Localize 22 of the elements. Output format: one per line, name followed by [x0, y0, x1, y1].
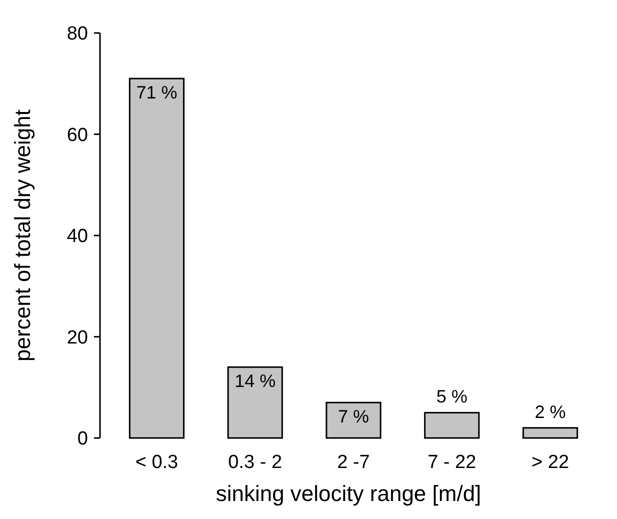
x-tick-label: 0.3 - 2: [228, 452, 282, 473]
x-tick-label: 2 -7: [337, 452, 370, 473]
y-tick-label: 80: [66, 24, 88, 45]
x-tick-label: > 22: [532, 452, 570, 473]
y-axis-title: percent of total dry weight: [10, 110, 35, 362]
data-label: 2 %: [534, 402, 566, 422]
bar: [522, 427, 578, 439]
data-label: 71 %: [136, 82, 178, 103]
data-label: 14 %: [234, 371, 276, 392]
x-tick-label: < 0.3: [135, 452, 178, 473]
x-axis-title: sinking velocity range [m/d]: [216, 481, 482, 506]
bar: [326, 402, 382, 439]
x-tick-label: 7 - 22: [428, 452, 476, 473]
bar: [424, 412, 480, 439]
y-tick-label: 60: [66, 124, 88, 146]
data-label: 7 %: [338, 406, 370, 427]
data-label: 5 %: [436, 386, 468, 407]
bar: [227, 366, 283, 439]
y-tick-label: 0: [77, 428, 88, 450]
y-tick-label: 20: [66, 327, 88, 348]
bar: [128, 78, 185, 439]
y-tick-label: 40: [66, 226, 88, 248]
